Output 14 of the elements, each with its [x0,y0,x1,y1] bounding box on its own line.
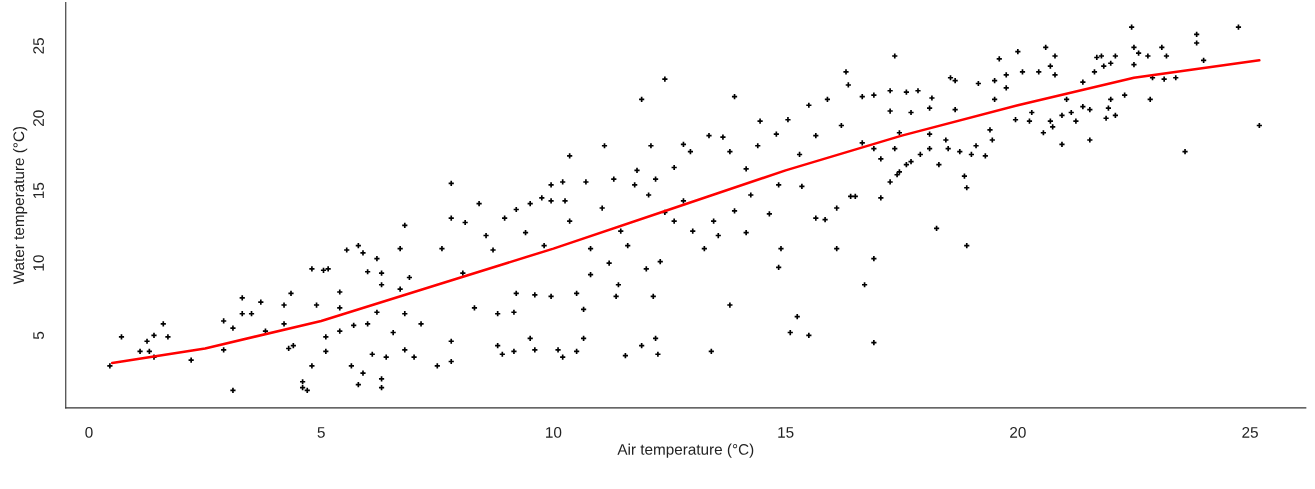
y-tick-label: 10 [33,255,44,271]
x-tick-label: 5 [317,427,325,438]
x-tick-label: 0 [85,426,93,438]
line-series [110,59,1261,365]
x-axis-title: Air temperature (°C) [617,443,754,458]
x-tick-label: 20 [1010,426,1026,438]
x-tick-label: 15 [778,427,794,438]
y-tick-label: 5 [33,331,44,340]
y-tick-label: 15 [33,182,44,198]
x-tick-label: 10 [546,426,562,438]
y-axis-title: Water temperature (°C) [12,126,28,285]
x-tick-label: 25 [1242,426,1258,438]
y-tick-label: 20 [33,110,44,126]
y-tick-label: 25 [33,38,44,54]
